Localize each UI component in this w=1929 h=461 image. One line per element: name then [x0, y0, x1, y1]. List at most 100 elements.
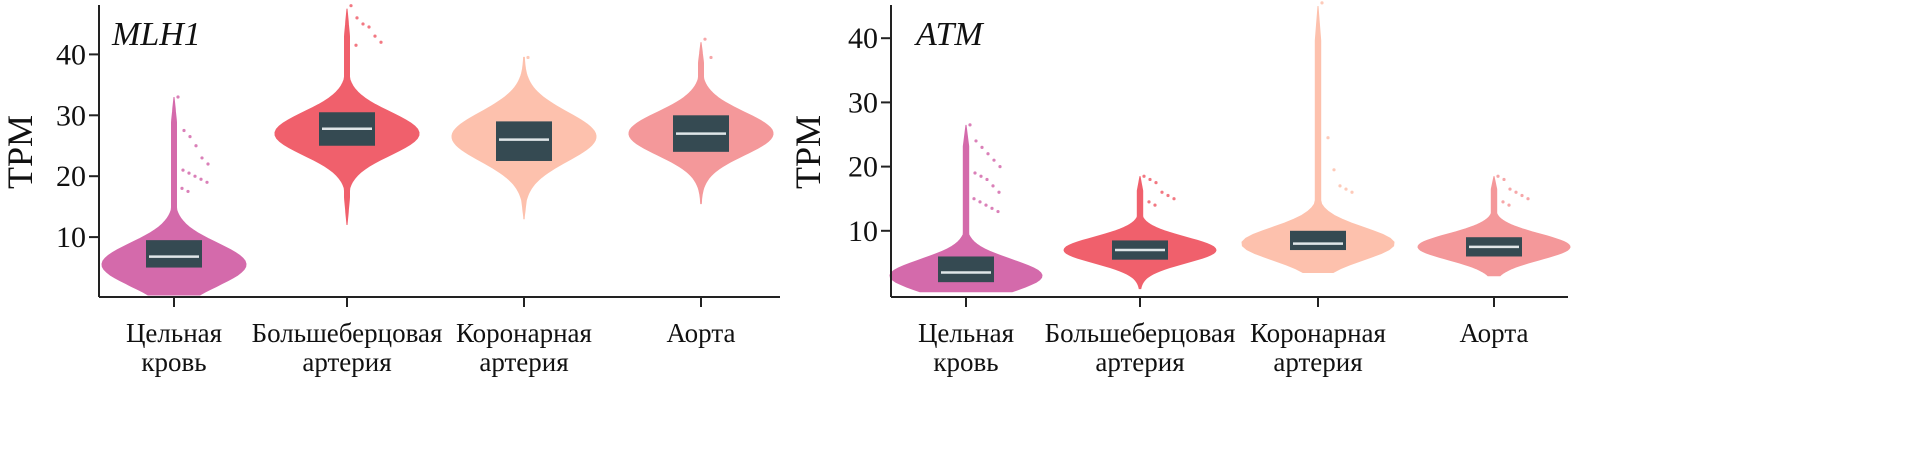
panel-atm-category-3-violin — [1417, 176, 1571, 277]
panel-atm-category-0-outlier-point — [986, 152, 990, 156]
panel-atm-category-3-label-line: Аорта — [1460, 318, 1529, 348]
panel-atm-category-0-outlier-point — [979, 174, 983, 178]
panel-mlh1-category-1-outlier-point — [361, 22, 365, 26]
panel-atm-y-tick-label: 30 — [848, 86, 878, 119]
panel-atm-y-axis-label: TPM — [788, 115, 828, 189]
panel-atm-category-0-outlier-point — [997, 190, 1001, 194]
panel-atm-category-0-outlier-point — [974, 139, 978, 143]
panel-mlh1-y-tick-label: 10 — [56, 221, 86, 254]
panel-mlh1-category-1-label: Большеберцовая артерия — [252, 318, 443, 377]
panel-mlh1-y-tick-label: 40 — [56, 38, 86, 71]
panel-mlh1-marks — [101, 4, 774, 296]
panel-mlh1-category-3-label: Аорта — [667, 318, 736, 348]
panel-mlh1-category-2-label: Коронарная артерия — [456, 318, 592, 377]
panel-mlh1-category-3-label-line: Аорта — [667, 318, 736, 348]
panel-mlh1-category-1-outlier-point — [354, 43, 358, 47]
panel-mlh1-category-0-outlier-point — [206, 162, 210, 166]
panel-atm-category-0-outlier-point — [990, 206, 994, 210]
panel-atm-category-1-outlier-point — [1166, 193, 1170, 198]
panel-atm-category-3-outlier-point — [1508, 187, 1512, 191]
panel-mlh1-category-1-outlier-point — [373, 34, 377, 38]
panel-mlh1-y-axis-label: TPM — [0, 115, 40, 189]
panel-atm-category-2-outlier-point — [1326, 136, 1330, 140]
panel-atm-category-1-label-line: артерия — [1095, 347, 1184, 377]
panel-atm-category-0-outlier-point — [985, 177, 989, 182]
panel-mlh1-category-2-outlier-point — [526, 55, 530, 60]
panel-mlh1-category-0-violin — [101, 96, 247, 296]
panel-atm-y-tick-label: 10 — [848, 215, 878, 248]
panel-mlh1-category-2-iqr-box — [496, 121, 552, 161]
panel-mlh1-category-0-label-line: кровь — [141, 347, 206, 377]
panel-atm-category-3-outlier-point — [1514, 190, 1518, 194]
panel-mlh1-category-0-label-line: Цельная — [126, 318, 222, 348]
panel-mlh1-category-1-label-line: Большеберцовая — [252, 318, 443, 348]
panel-atm-category-1-outlier-point — [1172, 197, 1176, 201]
panel-mlh1-category-1-outlier-point — [349, 4, 353, 8]
panel-atm-category-0-violin — [889, 124, 1043, 293]
panel-atm-category-0-outlier-point — [996, 209, 1000, 214]
panel-atm-category-0-outlier-point — [998, 165, 1002, 169]
panel-mlh1-category-2-label-line: Коронарная — [456, 318, 592, 348]
panel-atm-category-2-outlier-point — [1332, 168, 1336, 172]
panel-atm-y-tick-label: 40 — [848, 22, 878, 55]
panel-mlh1-y-tick-label: 20 — [56, 160, 86, 193]
panel-atm-category-3-outlier-point — [1520, 193, 1524, 198]
panel-atm-category-0-outlier-point — [972, 197, 976, 201]
panel-mlh1-category-0-outlier-point — [200, 156, 204, 160]
panel-atm-category-0-outlier-point — [991, 184, 995, 188]
panel-mlh1-category-3-outlier-point — [709, 55, 713, 60]
panel-atm-category-2-iqr-box — [1290, 230, 1346, 251]
panel-atm-category-1-label: Большеберцовая артерия — [1045, 318, 1236, 377]
panel-mlh1-category-0-outlier-point — [181, 168, 185, 172]
panel-atm-category-0-outlier-point — [980, 145, 984, 149]
panel-mlh1-category-0-outlier-point — [199, 177, 203, 181]
panel-mlh1-category-0-outlier-point — [176, 95, 180, 99]
panel-mlh1-category-0-outlier-point — [205, 180, 209, 184]
panel-atm-category-1-outlier-point — [1148, 177, 1152, 182]
panel-mlh1-title: MLH1 — [111, 16, 201, 53]
panel-atm-category-0-outlier-point — [978, 200, 982, 204]
panel-atm-category-2-outlier-point — [1350, 190, 1354, 194]
panel-atm-category-1-violin — [1063, 176, 1217, 290]
panel-mlh1-category-1-outlier-point — [367, 25, 371, 29]
panel-atm-category-2-label: Коронарная артерия — [1250, 318, 1386, 377]
panel-atm-category-1-outlier-point — [1153, 203, 1157, 207]
panel-atm-category-2-label-line: Коронарная — [1250, 318, 1386, 348]
panel-mlh1-y-ticks: 10 20 30 40 — [56, 38, 99, 254]
panel-mlh1-category-1-outlier-point — [379, 40, 383, 44]
panel-mlh1-category-0-outlier-point — [193, 174, 197, 178]
panel-mlh1-category-2-label-line: артерия — [479, 347, 568, 377]
panel-mlh1-y-tick-label: 30 — [56, 99, 86, 132]
panel-atm-category-0-iqr-box — [938, 256, 994, 283]
panel-mlh1-category-0-outlier-point — [180, 186, 184, 190]
panel-atm-category-3-label: Аорта — [1460, 318, 1529, 348]
panel-atm-category-1-outlier-point — [1154, 181, 1158, 185]
panel-atm-category-1-outlier-point — [1160, 190, 1164, 194]
panel-atm-category-0-outlier-point — [984, 203, 988, 207]
panel-atm-category-0-outlier-point — [973, 171, 977, 175]
panel-mlh1-category-0-iqr-box — [146, 240, 202, 268]
panel-atm-category-3-outlier-point — [1502, 177, 1506, 182]
panel-atm-category-1-outlier-point — [1147, 200, 1151, 204]
panel-atm-category-1-outlier-point — [1142, 174, 1146, 178]
panel-mlh1-category-0-label: Цельная кровь — [126, 318, 222, 377]
panel-atm-category-0-label: Цельная кровь — [918, 318, 1014, 377]
panel-atm-title: ATM — [914, 16, 984, 53]
panel-atm-category-0-outlier-point — [968, 123, 972, 127]
panel-atm-category-3-outlier-point — [1501, 200, 1505, 204]
panel-mlh1-category-1-label-line: артерия — [302, 347, 391, 377]
panel-mlh1-category-1-outlier-point — [355, 16, 359, 20]
panel-atm-category-1-label-line: Большеберцовая — [1045, 318, 1236, 348]
panel-atm-category-0-outlier-point — [992, 158, 996, 162]
panel-atm-category-2-outlier-point — [1344, 187, 1348, 191]
panel-atm-category-2-outlier-point — [1338, 184, 1342, 188]
panel-atm-category-2-outlier-point — [1320, 1, 1324, 5]
panel-mlh1-category-3-outlier-point — [703, 37, 707, 41]
panel-atm-category-0-label-line: кровь — [933, 347, 998, 377]
panel-mlh1-category-0-outlier-point — [187, 171, 191, 175]
